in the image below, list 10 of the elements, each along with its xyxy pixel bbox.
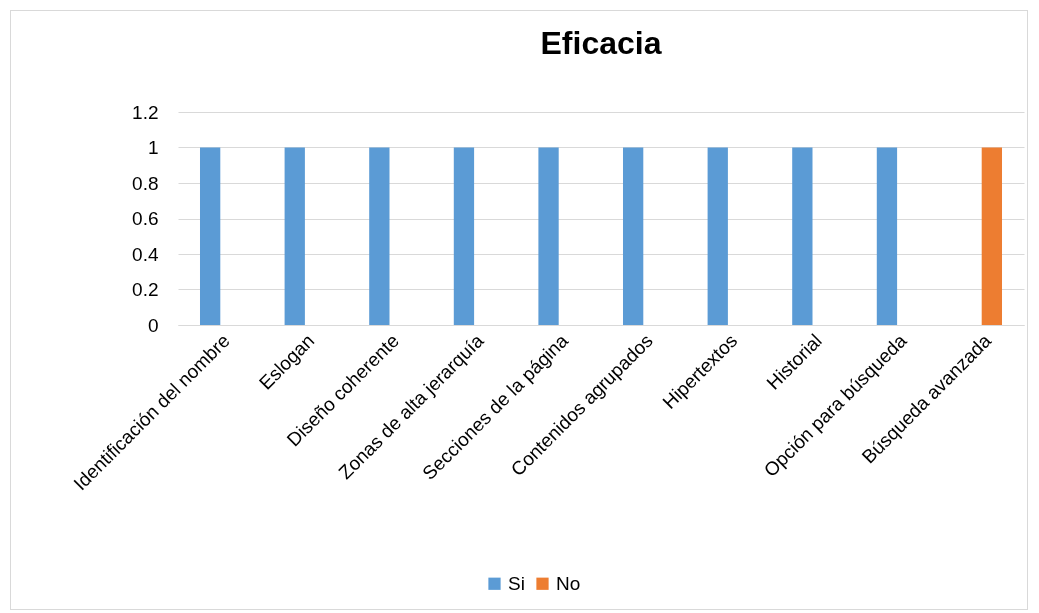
y-tick-label: 1 [147, 137, 159, 158]
y-tick-label: 1.2 [132, 101, 159, 123]
y-tick-label: 0.6 [132, 208, 159, 229]
chart-title: Eficacia [540, 25, 662, 61]
legend-label: Si [508, 572, 525, 594]
y-tick-label: 0.4 [132, 243, 159, 265]
y-tick-label: 0.8 [132, 172, 159, 194]
legend-label: No [556, 572, 581, 594]
y-tick-label: 0.2 [132, 279, 159, 300]
y-tick-label: 0 [147, 314, 159, 336]
